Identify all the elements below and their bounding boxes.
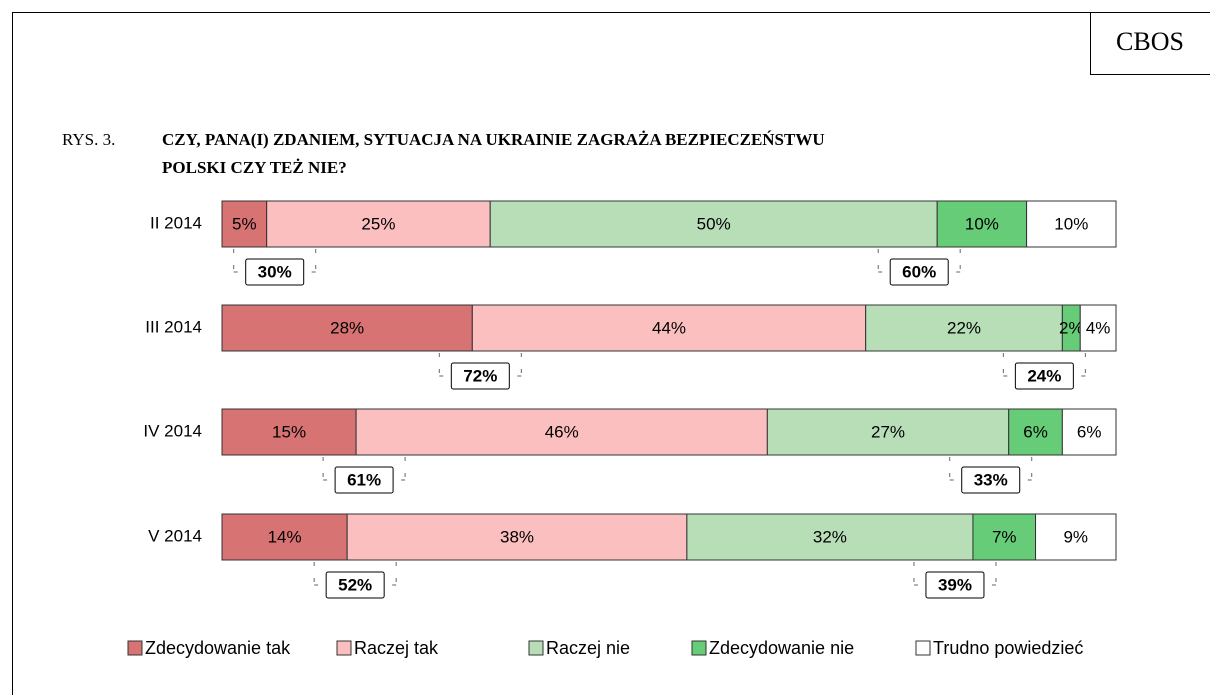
value-label: 6% bbox=[1023, 422, 1048, 441]
category-label: III 2014 bbox=[145, 317, 202, 336]
bracket bbox=[314, 562, 320, 585]
total-label: 61% bbox=[347, 470, 381, 489]
bracket bbox=[323, 457, 329, 480]
legend-label: Trudno powiedzieć bbox=[933, 638, 1083, 658]
legend-swatch bbox=[692, 641, 706, 655]
total-label: 52% bbox=[338, 575, 372, 594]
value-label: 32% bbox=[813, 527, 847, 546]
frame bbox=[13, 13, 1210, 696]
total-label: 30% bbox=[258, 262, 292, 281]
value-label: 4% bbox=[1086, 318, 1111, 337]
total-label: 72% bbox=[463, 366, 497, 385]
value-label: 6% bbox=[1077, 422, 1102, 441]
bracket bbox=[1003, 353, 1009, 376]
bracket bbox=[390, 562, 396, 585]
value-label: 28% bbox=[330, 318, 364, 337]
value-label: 9% bbox=[1063, 527, 1088, 546]
bracket bbox=[399, 457, 405, 480]
bracket bbox=[954, 249, 960, 272]
value-label: 7% bbox=[992, 527, 1017, 546]
value-label: 14% bbox=[268, 527, 302, 546]
chart-title: CZY, PANA(I) ZDANIEM, SYTUACJA NA UKRAIN… bbox=[162, 130, 825, 149]
legend-label: Zdecydowanie nie bbox=[709, 638, 854, 658]
value-label: 22% bbox=[947, 318, 981, 337]
legend-swatch bbox=[916, 641, 930, 655]
value-label: 46% bbox=[545, 422, 579, 441]
category-label: V 2014 bbox=[148, 526, 202, 545]
total-label: 33% bbox=[974, 470, 1008, 489]
category-label: II 2014 bbox=[150, 213, 202, 232]
value-label: 38% bbox=[500, 527, 534, 546]
total-label: 39% bbox=[938, 575, 972, 594]
value-label: 5% bbox=[232, 214, 257, 233]
bracket bbox=[234, 249, 240, 272]
total-label: 60% bbox=[902, 262, 936, 281]
value-label: 44% bbox=[652, 318, 686, 337]
legend-swatch bbox=[337, 641, 351, 655]
bracket bbox=[310, 249, 316, 272]
value-label: 27% bbox=[871, 422, 905, 441]
category-label: IV 2014 bbox=[143, 421, 202, 440]
value-label: 15% bbox=[272, 422, 306, 441]
value-label: 10% bbox=[1054, 214, 1088, 233]
legend-swatch bbox=[529, 641, 543, 655]
bracket bbox=[515, 353, 521, 376]
bracket bbox=[990, 562, 996, 585]
legend-label: Raczej nie bbox=[546, 638, 630, 658]
bracket bbox=[439, 353, 445, 376]
legend-swatch bbox=[128, 641, 142, 655]
value-label: 50% bbox=[697, 214, 731, 233]
bracket bbox=[878, 249, 884, 272]
bracket bbox=[914, 562, 920, 585]
total-label: 24% bbox=[1027, 366, 1061, 385]
value-label: 25% bbox=[361, 214, 395, 233]
chart-title: POLSKI CZY TEŻ NIE? bbox=[162, 158, 347, 177]
value-label: 10% bbox=[965, 214, 999, 233]
bracket bbox=[950, 457, 956, 480]
figure-label: RYS. 3. bbox=[62, 130, 115, 149]
brand: CBOS bbox=[1116, 27, 1184, 56]
bracket bbox=[1026, 457, 1032, 480]
bracket bbox=[1079, 353, 1085, 376]
legend-label: Raczej tak bbox=[354, 638, 439, 658]
legend-label: Zdecydowanie tak bbox=[145, 638, 291, 658]
